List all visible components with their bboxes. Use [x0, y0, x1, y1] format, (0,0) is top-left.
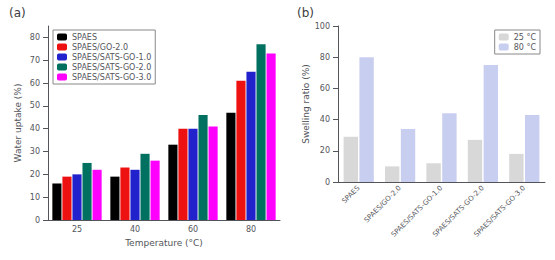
svg-text:SPAES/SATS-GO-2.0: SPAES/SATS-GO-2.0 — [431, 184, 486, 239]
svg-text:20: 20 — [30, 170, 40, 179]
svg-text:0: 0 — [35, 216, 40, 225]
svg-text:Temperature (°C): Temperature (°C) — [124, 238, 203, 248]
svg-text:70: 70 — [30, 56, 40, 65]
svg-text:(a): (a) — [9, 6, 26, 20]
svg-text:40: 40 — [30, 124, 40, 133]
svg-text:30: 30 — [30, 147, 40, 156]
svg-text:0: 0 — [325, 178, 330, 187]
svg-text:SPAES/SATS-GO-2.0: SPAES/SATS-GO-2.0 — [72, 63, 151, 72]
svg-text:SPAES/SATS-GO-1.0: SPAES/SATS-GO-1.0 — [389, 184, 445, 239]
svg-text:SPAES/SATS-GO-3.0: SPAES/SATS-GO-3.0 — [72, 73, 151, 82]
svg-text:Swelling ratio (%): Swelling ratio (%) — [301, 64, 311, 144]
svg-text:Water uptake (%): Water uptake (%) — [13, 84, 23, 163]
svg-text:SPAES/SATS-GO-3.0: SPAES/SATS-GO-3.0 — [473, 184, 528, 239]
svg-text:10: 10 — [30, 193, 40, 202]
svg-text:40: 40 — [130, 225, 140, 234]
svg-text:40: 40 — [320, 115, 330, 124]
svg-text:SPAES/SATS-GO-1.0: SPAES/SATS-GO-1.0 — [72, 53, 151, 62]
svg-text:SPAES: SPAES — [72, 33, 97, 42]
svg-text:80: 80 — [246, 225, 256, 234]
svg-text:SPAES/GO-2.0: SPAES/GO-2.0 — [72, 43, 128, 52]
svg-text:80: 80 — [320, 53, 330, 62]
svg-text:100: 100 — [315, 22, 330, 31]
svg-text:60: 60 — [188, 225, 198, 234]
svg-text:60: 60 — [320, 84, 330, 93]
svg-text:SPAES: SPAES — [340, 184, 361, 205]
svg-text:60: 60 — [30, 79, 40, 88]
svg-text:80: 80 — [30, 33, 40, 42]
svg-text:50: 50 — [30, 101, 40, 110]
svg-text:80 °C: 80 °C — [514, 43, 537, 52]
svg-text:SPAES/GO-2.0: SPAES/GO-2.0 — [363, 184, 403, 224]
svg-text:25 °C: 25 °C — [514, 33, 537, 42]
svg-text:(b): (b) — [297, 6, 314, 20]
svg-text:25: 25 — [72, 225, 82, 234]
svg-text:20: 20 — [320, 146, 330, 155]
